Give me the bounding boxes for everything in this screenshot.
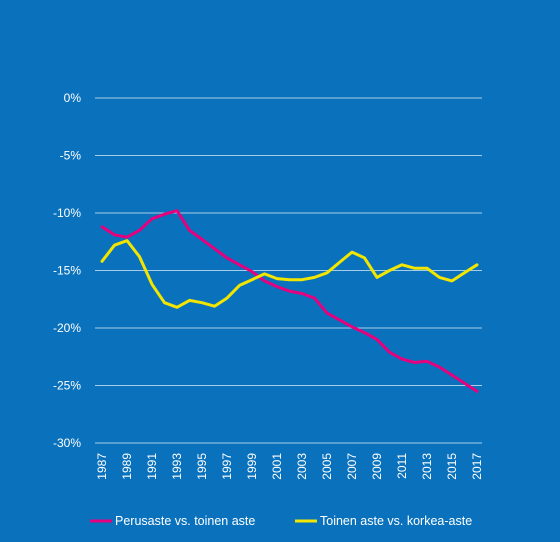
x-tick-label: 2017 [470,453,484,480]
x-tick-label: 1987 [95,453,109,480]
y-axis-tick-labels: 0% -5% -10% -15% -20% -25% -30% [53,91,81,450]
x-tick-label: 2001 [270,453,284,480]
x-tick-label: 1991 [145,453,159,480]
y-tick-label: -25% [53,379,81,393]
x-tick-label: 1997 [220,453,234,480]
y-tick-label: -30% [53,436,81,450]
x-tick-label: 2003 [295,453,309,480]
x-tick-label: 1999 [245,453,259,480]
y-tick-label: -15% [53,264,81,278]
x-tick-label: 1993 [170,453,184,480]
y-tick-label: -10% [53,206,81,220]
series-line-2 [100,239,479,309]
legend: Perusaste vs. toinen aste Toinen aste vs.… [90,514,472,528]
x-tick-label: 2013 [420,453,434,480]
series-line-1 [100,209,479,393]
x-axis-tick-labels: 1987 1989 1991 1993 1995 1997 1999 2001 2003 2005… [95,453,484,480]
grid-lines [95,97,482,444]
series-lines [100,209,479,393]
x-tick-label: 2015 [445,453,459,480]
x-tick-label: 2007 [345,453,359,480]
y-tick-label: -20% [53,321,81,335]
x-tick-label: 2011 [395,453,409,479]
x-tick-label: 2005 [320,453,334,480]
legend-label: Perusaste vs. toinen aste [115,514,255,528]
y-tick-label: -5% [60,149,82,163]
x-tick-label: 2009 [370,453,384,480]
legend-label: Toinen aste vs. korkea-aste [320,514,472,528]
y-tick-label: 0% [64,91,82,105]
x-tick-label: 1995 [195,453,209,480]
x-tick-label: 1989 [120,453,134,480]
